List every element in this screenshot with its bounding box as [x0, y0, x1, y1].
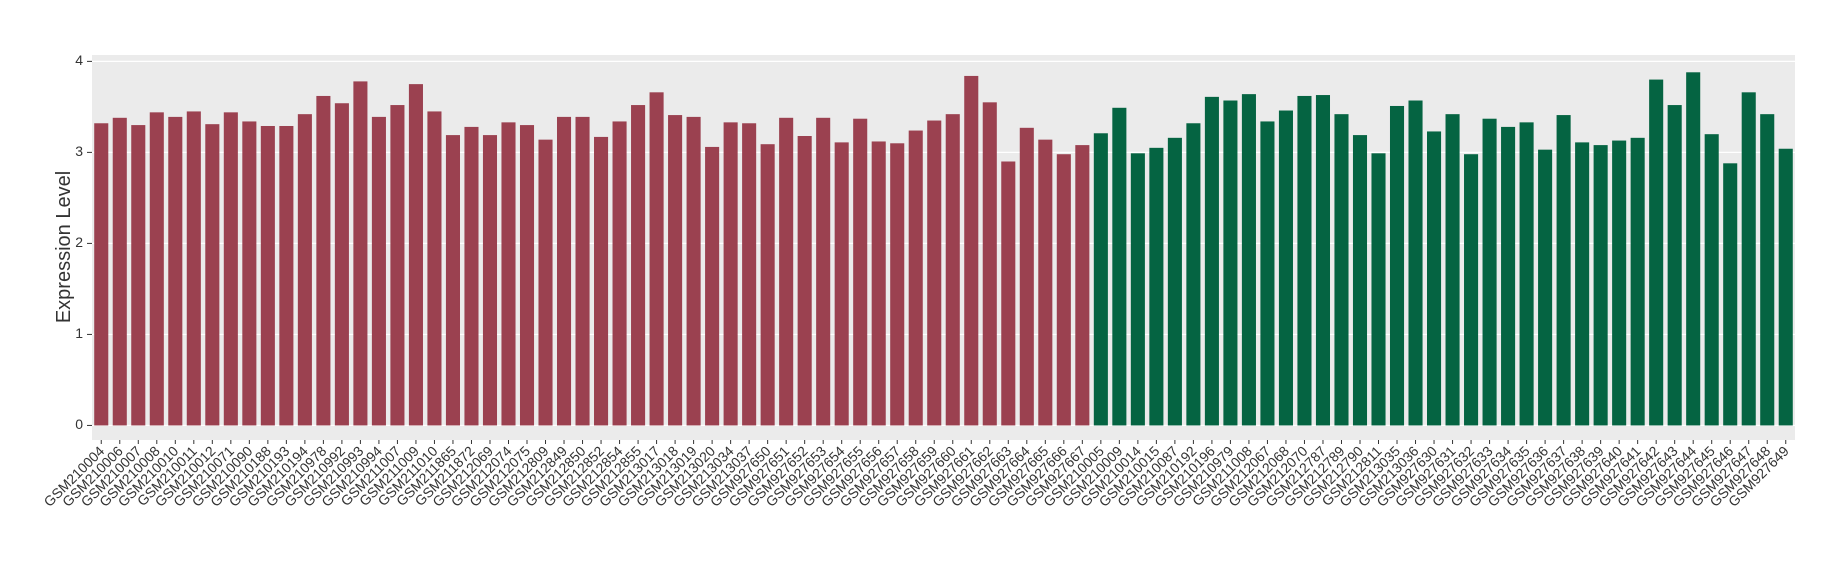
bar	[1038, 139, 1053, 426]
bar	[1760, 114, 1775, 426]
bar	[371, 116, 386, 426]
bar	[427, 111, 442, 426]
bar	[260, 125, 275, 426]
bar	[1223, 100, 1238, 426]
bar	[1167, 137, 1182, 426]
y-axis-title: Expression Level	[53, 171, 75, 323]
bar	[1204, 96, 1219, 426]
bar	[890, 143, 905, 426]
bar	[1297, 95, 1312, 426]
bar	[945, 114, 960, 426]
bar	[1723, 163, 1738, 426]
bar	[612, 121, 627, 426]
y-tick-label: 2	[75, 234, 83, 250]
y-tick-label: 1	[75, 325, 83, 341]
bar	[1704, 134, 1719, 426]
bar	[131, 125, 146, 426]
y-tick-label: 0	[75, 416, 83, 432]
bar	[964, 75, 979, 426]
bar	[1389, 105, 1405, 426]
bar	[834, 142, 849, 426]
bar	[1130, 153, 1145, 426]
bar	[1667, 105, 1682, 426]
bar	[1001, 161, 1016, 426]
bar	[1593, 145, 1608, 426]
bar	[538, 139, 553, 426]
bar	[686, 116, 701, 426]
bar	[501, 122, 516, 426]
bar	[279, 125, 294, 426]
bar	[1778, 148, 1793, 426]
bar	[1260, 121, 1275, 426]
bar	[1741, 92, 1756, 426]
bar	[927, 120, 942, 426]
bar	[353, 81, 368, 426]
bar	[1482, 118, 1497, 426]
bar	[1315, 95, 1331, 426]
bar	[649, 92, 664, 426]
bar	[223, 112, 238, 426]
bar	[1630, 137, 1645, 426]
bar	[1075, 145, 1090, 426]
bar	[1538, 149, 1553, 426]
bar	[316, 95, 331, 426]
bar	[1112, 107, 1127, 426]
bar	[594, 136, 609, 426]
y-tick-label: 3	[75, 143, 83, 159]
bar	[1612, 140, 1627, 426]
bar	[871, 141, 886, 426]
bar	[1334, 114, 1349, 426]
bar	[519, 125, 535, 426]
bar	[1019, 127, 1034, 426]
bar	[186, 111, 201, 426]
bar	[723, 122, 738, 426]
bar	[797, 136, 812, 426]
bar	[668, 115, 683, 426]
bar	[464, 126, 479, 426]
bar	[982, 102, 997, 426]
bar	[1686, 72, 1701, 426]
bar	[760, 144, 775, 426]
bar	[631, 105, 646, 426]
y-tick-label: 4	[75, 52, 83, 68]
bar	[1186, 123, 1201, 426]
bar	[112, 117, 127, 426]
bar	[390, 105, 405, 426]
bar	[1519, 122, 1534, 426]
bar	[297, 114, 312, 426]
bar	[1445, 114, 1460, 426]
bar	[168, 116, 183, 426]
bar	[1556, 115, 1571, 426]
bar	[149, 112, 164, 426]
bar	[1278, 110, 1293, 426]
bar	[779, 117, 794, 426]
bar	[205, 124, 220, 426]
bar	[1575, 142, 1590, 426]
bar	[575, 116, 590, 426]
bar	[1056, 154, 1071, 426]
bar	[1149, 147, 1164, 426]
bar	[1501, 126, 1516, 426]
bar	[1464, 154, 1479, 426]
bar	[1241, 94, 1256, 426]
bar	[1352, 135, 1368, 426]
bar	[1649, 79, 1664, 426]
bar	[816, 117, 831, 426]
bar	[556, 116, 572, 426]
bar	[908, 130, 923, 426]
bar	[1408, 100, 1423, 426]
bar	[1371, 153, 1386, 426]
bar	[1427, 131, 1442, 426]
bar	[94, 123, 109, 426]
bar	[408, 84, 423, 426]
bar	[242, 121, 257, 426]
bar	[853, 118, 868, 426]
bar	[482, 135, 498, 426]
bar	[334, 103, 349, 426]
bar	[1093, 133, 1108, 426]
bar	[742, 123, 757, 426]
bar	[445, 135, 460, 426]
bar	[705, 146, 720, 426]
